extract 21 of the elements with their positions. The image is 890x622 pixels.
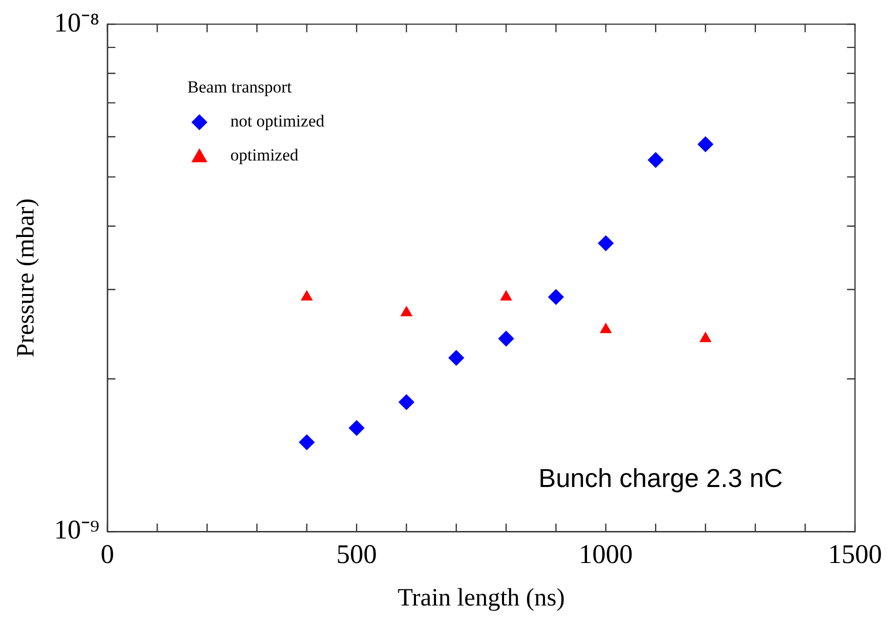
y-tick-label: 10⁻⁸ bbox=[54, 7, 100, 38]
point bbox=[498, 330, 514, 347]
point bbox=[348, 420, 365, 436]
annotation: Bunch charge 2.3 nC bbox=[538, 462, 783, 493]
legend-title: Beam transport bbox=[187, 78, 292, 97]
y-tick-label: 10⁻⁹ bbox=[54, 514, 100, 545]
legend-label: not optimized bbox=[230, 112, 325, 131]
x-tick-label: 1000 bbox=[578, 538, 633, 569]
x-tick-label: 1500 bbox=[828, 538, 882, 569]
x-axis-title: Train length (ns) bbox=[398, 584, 565, 612]
y-axis-title: Pressure (mbar) bbox=[12, 198, 40, 358]
x-tick-label: 0 bbox=[100, 538, 114, 569]
x-tick-label: 500 bbox=[336, 538, 377, 569]
point bbox=[697, 136, 714, 152]
legend-label: optimized bbox=[230, 146, 299, 165]
point bbox=[398, 394, 414, 410]
point bbox=[448, 350, 464, 366]
point bbox=[298, 434, 315, 450]
point bbox=[598, 235, 614, 252]
point bbox=[548, 288, 564, 305]
point bbox=[648, 152, 664, 168]
